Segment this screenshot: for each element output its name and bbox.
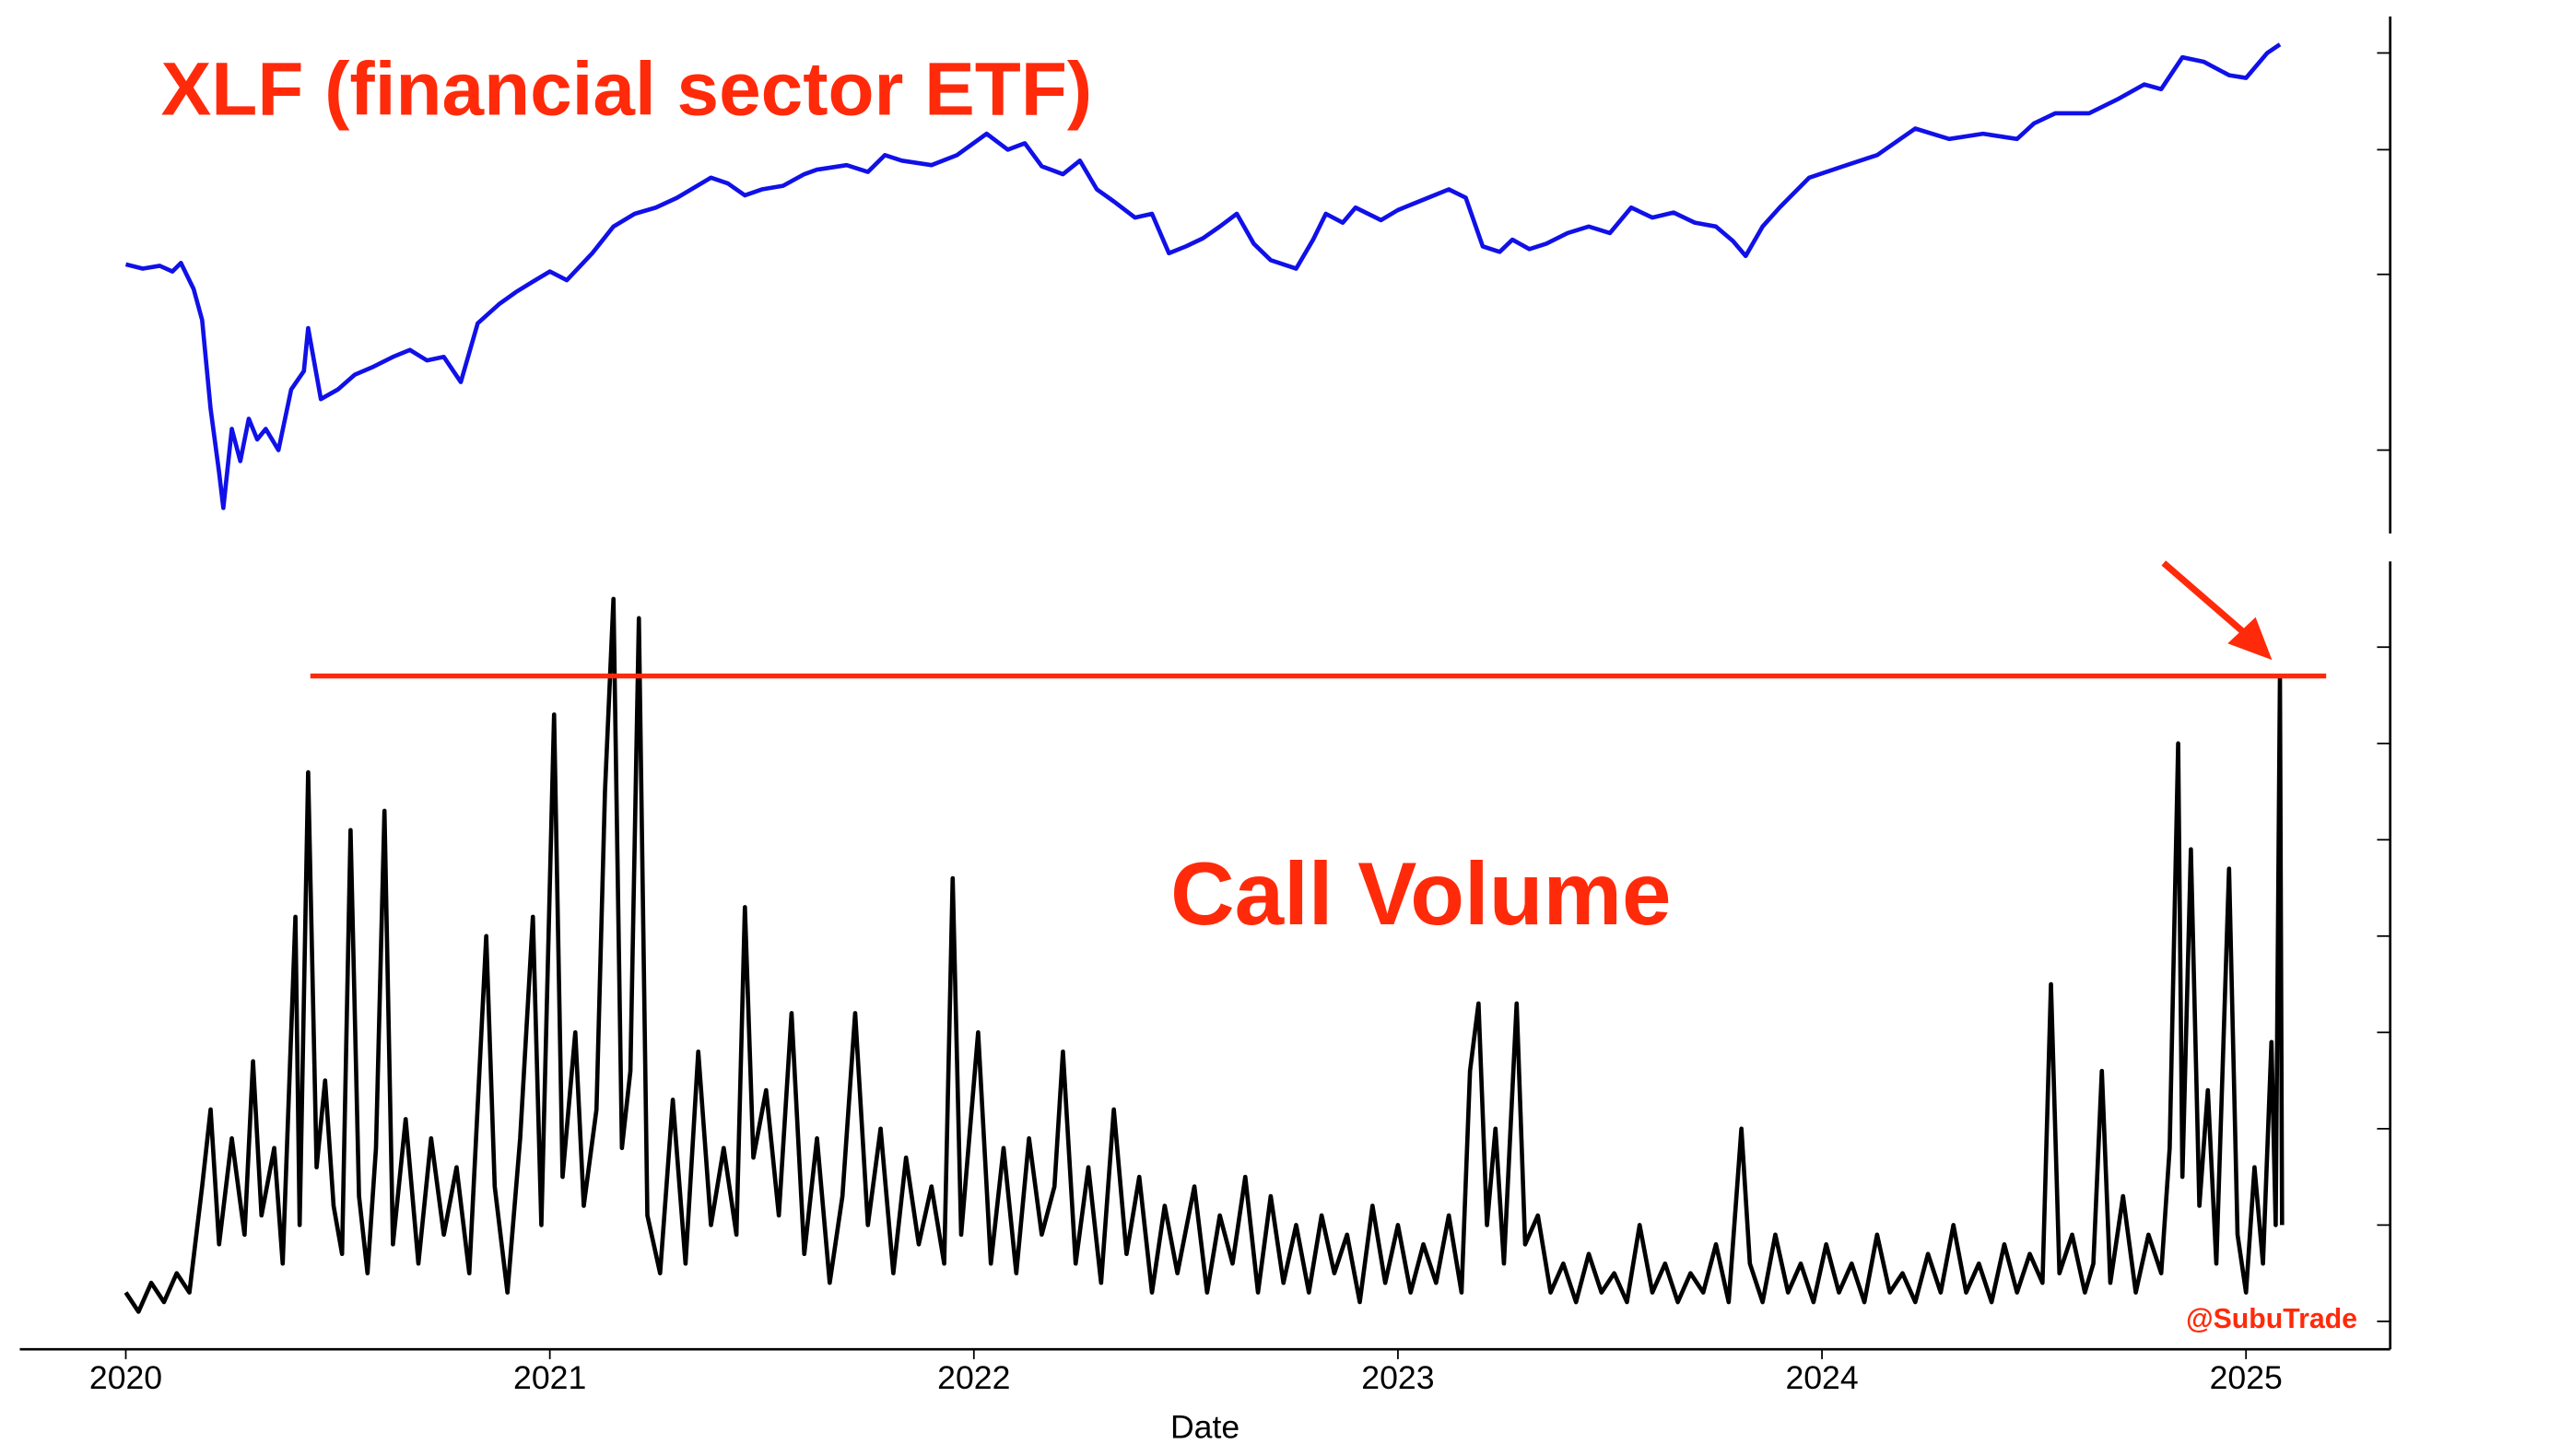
x-tick-label: 2020 bbox=[89, 1359, 162, 1396]
x-tick-label: 2025 bbox=[2210, 1359, 2283, 1396]
arrow-head bbox=[2227, 616, 2273, 661]
chart-title: Call Volume bbox=[1170, 845, 1671, 944]
x-tick-label: 2021 bbox=[513, 1359, 586, 1396]
x-axis-label: Date bbox=[1170, 1408, 1239, 1445]
watermark: @SubuTrade bbox=[2186, 1304, 2357, 1334]
x-tick-label: 2023 bbox=[1361, 1359, 1434, 1396]
chart-title: XLF (financial sector ETF) bbox=[161, 48, 1093, 132]
data-line bbox=[124, 42, 2282, 511]
arrow bbox=[2161, 560, 2251, 640]
x-tick-label: 2022 bbox=[937, 1359, 1010, 1396]
x-tick-label: 2024 bbox=[1785, 1359, 1858, 1396]
data-line bbox=[123, 596, 2285, 1314]
